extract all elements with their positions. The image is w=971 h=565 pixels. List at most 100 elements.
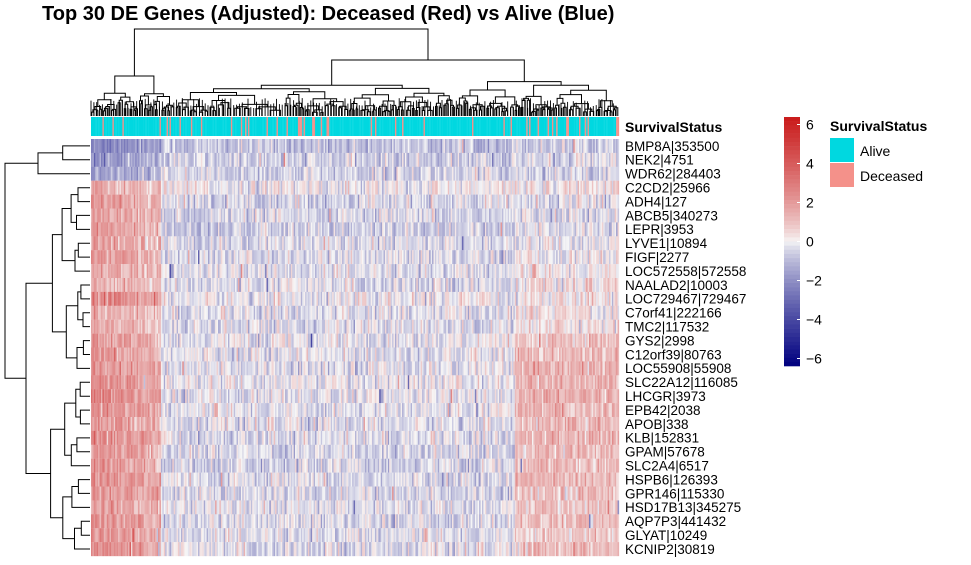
heatmap-cell [417, 278, 420, 293]
heatmap-cell [345, 139, 347, 154]
heatmap-cell [279, 208, 281, 223]
heatmap-cell [466, 166, 468, 181]
heatmap-cell [148, 236, 150, 251]
heatmap-cell [350, 264, 353, 279]
heatmap-cell [500, 208, 503, 223]
heatmap-cell [407, 278, 410, 293]
heatmap-cell [227, 222, 230, 237]
heatmap-cell [206, 236, 209, 251]
heatmap-cell [416, 208, 418, 223]
dendrogram-branch [556, 97, 564, 106]
heatmap-cell [523, 152, 525, 167]
heatmap-cell [185, 152, 187, 167]
heatmap-cell [220, 278, 223, 293]
heatmap-cell [305, 194, 307, 209]
heatmap-cell [513, 194, 515, 209]
heatmap-cell [310, 152, 313, 167]
heatmap-cell [265, 194, 267, 209]
annotation-cell [115, 117, 117, 136]
heatmap-cell [225, 152, 227, 167]
heatmap-cell [206, 278, 209, 293]
heatmap-cell [454, 208, 457, 223]
heatmap-cell [393, 139, 396, 154]
annotation-cell [383, 117, 386, 136]
heatmap-cell [153, 278, 156, 293]
heatmap-cell [576, 180, 578, 195]
heatmap-cell [92, 250, 95, 265]
heatmap-cell [293, 264, 296, 279]
heatmap-cell [544, 139, 547, 154]
heatmap-cell [175, 194, 177, 209]
heatmap-cell [91, 194, 93, 209]
heatmap-cell [173, 222, 176, 237]
heatmap-cell [476, 278, 478, 293]
heatmap-cell [432, 139, 434, 154]
heatmap-cell [434, 152, 437, 167]
heatmap-cell [190, 222, 193, 237]
annotation-cell [453, 117, 456, 136]
heatmap-cell [262, 208, 264, 223]
heatmap-cell [464, 166, 467, 181]
heatmap-cell [494, 250, 497, 265]
heatmap-cell [541, 264, 544, 279]
heatmap-cell [129, 139, 132, 154]
heatmap-cell [484, 194, 487, 209]
heatmap-cell [589, 222, 591, 237]
heatmap-cell [440, 278, 443, 293]
heatmap-cell [516, 250, 518, 265]
heatmap-cell [586, 278, 588, 293]
heatmap-cell [413, 152, 416, 167]
heatmap-cell [183, 264, 186, 279]
heatmap-cell [138, 222, 140, 237]
annotation-cell [347, 117, 350, 136]
heatmap-cell [462, 236, 464, 251]
heatmap-cell [307, 208, 310, 223]
heatmap-cell [584, 152, 587, 167]
heatmap-cell [323, 264, 326, 279]
heatmap-cell [99, 278, 102, 293]
heatmap-cell [116, 166, 119, 181]
heatmap-cell [249, 208, 251, 223]
heatmap-cell [178, 208, 180, 223]
heatmap-cell [112, 166, 114, 181]
heatmap-cell [587, 264, 590, 279]
heatmap-cell [363, 194, 366, 209]
heatmap-cell [593, 194, 595, 209]
heatmap-cell [482, 222, 484, 237]
annotation-cell [464, 117, 467, 136]
dendrogram-branch [77, 242, 90, 258]
heatmap-cell [453, 166, 456, 181]
heatmap-cell [513, 180, 515, 195]
heatmap-cell [306, 250, 309, 265]
heatmap-cell [112, 278, 114, 293]
heatmap-cell [163, 236, 166, 251]
heatmap-cell [269, 180, 271, 195]
heatmap-cell [404, 250, 407, 265]
heatmap-cell [377, 194, 380, 209]
heatmap-cell [163, 222, 166, 237]
heatmap-cell [407, 194, 410, 209]
heatmap-cell [250, 264, 253, 279]
heatmap-cell [353, 152, 356, 167]
heatmap-cell [493, 264, 495, 279]
heatmap-cell [473, 264, 476, 279]
heatmap-cell [300, 278, 303, 293]
heatmap-cell [501, 278, 504, 293]
heatmap-cell [424, 194, 427, 209]
heatmap-cell [208, 166, 210, 181]
heatmap-cell [292, 208, 294, 223]
heatmap-cell [579, 166, 581, 181]
heatmap-cell [305, 152, 307, 167]
heatmap-cell [193, 180, 196, 195]
heatmap-cell [432, 250, 434, 265]
heatmap-cell [180, 139, 183, 154]
heatmap-cell [531, 278, 534, 293]
heatmap-cell [479, 208, 481, 223]
heatmap-cell [340, 208, 343, 223]
heatmap-cell [219, 194, 222, 209]
heatmap-cell [420, 278, 423, 293]
annotation-cell [265, 117, 267, 136]
heatmap-cell [159, 250, 162, 265]
heatmap-cell [266, 291, 269, 306]
heatmap-cell [267, 166, 270, 181]
